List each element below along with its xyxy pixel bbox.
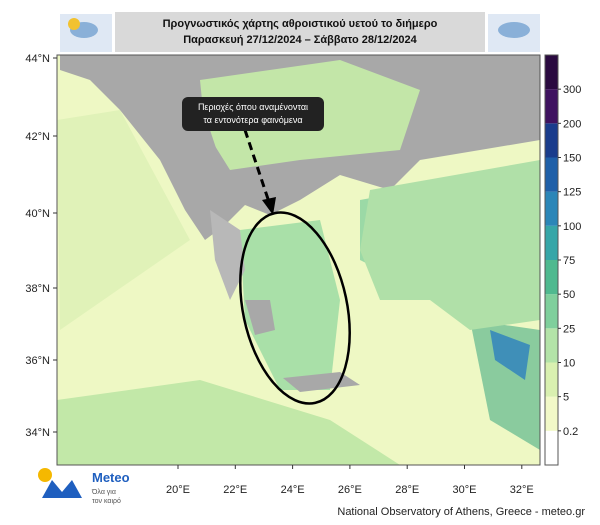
cloud	[498, 22, 530, 38]
colorbar-label: 150	[563, 153, 581, 165]
colorbar-label: 10	[563, 358, 575, 370]
map: Περιοχές όπου αναμένονται τα εντονότερα …	[56, 54, 541, 466]
logo-name: Meteo	[92, 470, 130, 485]
annotation-box	[182, 97, 324, 131]
logo-tagline: Όλα για	[91, 489, 116, 496]
colorbar-band	[545, 260, 558, 295]
colorbar-band	[545, 123, 558, 158]
colorbar-band	[545, 328, 558, 363]
colorbar-label: 75	[563, 255, 575, 267]
colorbar-label: 300	[563, 84, 581, 96]
colorbar-band	[545, 225, 558, 260]
lon-label: 20°E	[166, 484, 190, 496]
colorbar-label: 0.2	[563, 426, 578, 438]
rain-area	[57, 380, 400, 465]
lon-label: 22°E	[223, 484, 247, 496]
lon-label: 30°E	[453, 484, 477, 496]
sun	[68, 18, 80, 30]
colorbar-band	[545, 294, 558, 329]
colorbar-band	[545, 55, 558, 90]
colorbar-band	[545, 362, 558, 397]
map-frame	[56, 54, 541, 466]
logo-sun	[38, 468, 52, 482]
colorbar-band	[545, 89, 558, 124]
arrow-head	[262, 197, 276, 215]
subtitle: Παρασκευή 27/12/2024 – Σάββατο 28/12/202…	[183, 34, 417, 46]
rain-area	[240, 220, 340, 390]
colorbar-band	[545, 396, 558, 431]
colorbar-label: 50	[563, 289, 575, 301]
lon-label: 32°E	[510, 484, 534, 496]
colorbar-label: 5	[563, 392, 569, 404]
lon-label: 28°E	[395, 484, 419, 496]
header-box	[115, 12, 485, 52]
lat-label: 42°N	[25, 131, 50, 143]
colorbar-band	[545, 430, 558, 465]
colorbar-label: 25	[563, 323, 575, 335]
colorbar-label: 200	[563, 118, 581, 130]
colorbar-band	[545, 191, 558, 226]
land	[245, 300, 275, 335]
lat-label: 36°N	[25, 355, 50, 367]
rain-area	[490, 330, 530, 380]
arrow-line	[243, 129, 272, 206]
rain-area	[57, 110, 190, 330]
lat-label: 40°N	[25, 208, 50, 220]
lat-label: 38°N	[25, 283, 50, 295]
lat-label: 44°N	[25, 53, 50, 65]
highlight-ellipse	[239, 211, 351, 405]
lat-label: 34°N	[25, 427, 50, 439]
lon-label: 24°E	[281, 484, 305, 496]
title: Προγνωστικός χάρτης αθροιστικού υετού το…	[163, 18, 438, 30]
annotation: Περιοχές όπου αναμένονται	[198, 102, 308, 112]
logo-tagline: τον καιρό	[92, 497, 121, 505]
logo-mark	[42, 480, 82, 498]
land-rain	[360, 160, 540, 330]
colorbar-band	[545, 157, 558, 192]
land	[210, 210, 245, 300]
lon-label: 26°E	[338, 484, 362, 496]
colorbar-label: 100	[563, 221, 581, 233]
annotation: τα εντονότερα φαινόμενα	[203, 115, 302, 125]
colorbar-label: 125	[563, 187, 581, 199]
footer-credit: National Observatory of Athens, Greece -…	[337, 506, 585, 518]
